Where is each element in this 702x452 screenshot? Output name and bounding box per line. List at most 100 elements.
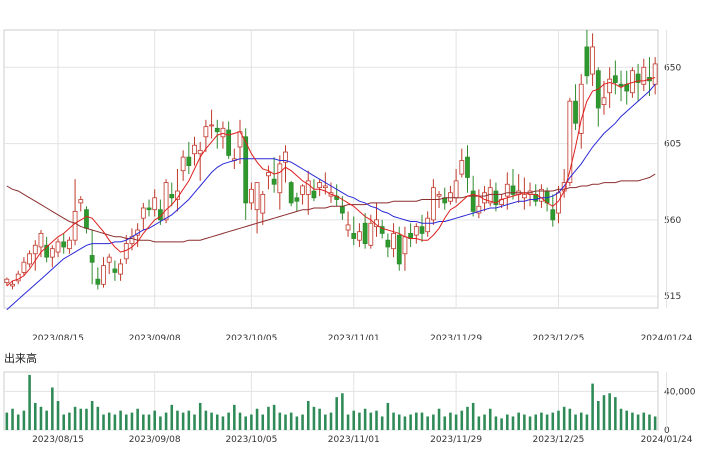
candle-body-up [209, 124, 214, 127]
candle-body-down [214, 127, 220, 133]
candle [345, 211, 351, 237]
volume-bar [397, 414, 401, 430]
candle-body-up [49, 248, 55, 258]
candle-body-up [539, 188, 544, 202]
candle-body-up [590, 46, 595, 75]
volume-bar [119, 410, 122, 430]
volume-bar [227, 412, 230, 430]
candle [260, 191, 266, 225]
volume-x-tick-label: 2023/08/15 [32, 435, 84, 445]
candle [573, 84, 578, 131]
candle-body-up [220, 127, 226, 138]
candle [283, 145, 288, 183]
candle [618, 70, 624, 102]
candle [186, 141, 192, 175]
candle-body-down [288, 182, 294, 204]
volume-x-tick-label: 2023/11/01 [328, 435, 380, 445]
volume-bar [284, 414, 287, 430]
volume-bar [466, 406, 469, 430]
volume-bar [11, 408, 14, 430]
volume-bar [574, 414, 577, 430]
volume-bar [255, 408, 259, 430]
x-tick-label: 2023/09/08 [129, 334, 181, 340]
candle [163, 179, 169, 224]
candle-body-up [32, 244, 38, 255]
volume-bar [585, 414, 589, 430]
candle [521, 177, 527, 210]
candle [578, 74, 584, 149]
volume-bar [380, 416, 384, 430]
candle [448, 185, 453, 205]
candle [539, 184, 544, 208]
candle [590, 33, 595, 86]
candle-body-up [476, 205, 482, 214]
x-tick-label: 2023/08/15 [32, 334, 84, 340]
volume-bar [142, 414, 145, 430]
candle-body-up [180, 156, 186, 172]
candle-body-up [197, 149, 203, 155]
candle [504, 172, 510, 210]
volume-bar [39, 406, 43, 430]
candle-body-up [101, 265, 106, 285]
ma-mid-line [6, 83, 656, 311]
volume-bar [68, 412, 71, 430]
candle [61, 233, 67, 254]
candle-body-up [21, 261, 27, 273]
candle-body-up [192, 144, 197, 155]
volume-bar [534, 414, 538, 430]
volume-bar [653, 416, 657, 430]
candle [277, 155, 283, 210]
candle-body-up [317, 182, 323, 189]
candle [607, 67, 613, 108]
candle [4, 277, 10, 286]
volume-bar [432, 414, 435, 430]
volume-bar [153, 410, 156, 430]
candle [294, 192, 300, 212]
candle [27, 250, 32, 268]
candle [510, 169, 516, 200]
x-tick-label: 2023/11/01 [328, 334, 380, 340]
candle-body-down [612, 75, 618, 83]
volume-bar [147, 414, 151, 430]
candle-body-down [271, 178, 277, 185]
candle [10, 280, 15, 290]
volume-bar [602, 395, 606, 430]
volume-bar [562, 406, 566, 430]
volume-bar [56, 401, 60, 430]
x-tick-label: 2023/11/29 [430, 334, 482, 340]
candle [226, 121, 232, 159]
candle [254, 182, 260, 234]
volume-bar [386, 402, 390, 430]
candle [305, 170, 311, 215]
candle-body-up [300, 185, 305, 195]
y-tick-label: 560 [664, 216, 681, 226]
candle-body-down [584, 46, 590, 77]
candle [300, 184, 305, 205]
volume-bar [488, 408, 492, 430]
volume-bar [528, 416, 532, 430]
candle [567, 97, 573, 186]
volume-chart: 0 40,000 2023/08/15 2023/09/08 2023/10/05 202… [3, 371, 696, 445]
volume-bar [113, 414, 117, 430]
volume-bar [278, 412, 282, 430]
candle-body-down [379, 226, 385, 234]
candle-body-down [351, 233, 357, 239]
candle [101, 257, 106, 288]
candle-body-up [652, 63, 658, 85]
volume-bar [625, 410, 629, 430]
plot-frame [3, 29, 659, 309]
candle-body-up [27, 253, 32, 265]
candle [641, 58, 647, 92]
candle [67, 236, 72, 254]
volume-bar [494, 416, 498, 430]
volume-bar [170, 404, 174, 430]
candle-body-up [521, 194, 527, 199]
volume-bar [272, 404, 276, 430]
candle [476, 189, 482, 219]
volume-bar [244, 416, 247, 430]
volume-bar [221, 416, 225, 430]
candle-body-up [305, 180, 311, 195]
volume-x-tick-label: 2023/10/05 [225, 435, 277, 445]
candle [21, 257, 27, 276]
candle-body-down [510, 185, 516, 195]
